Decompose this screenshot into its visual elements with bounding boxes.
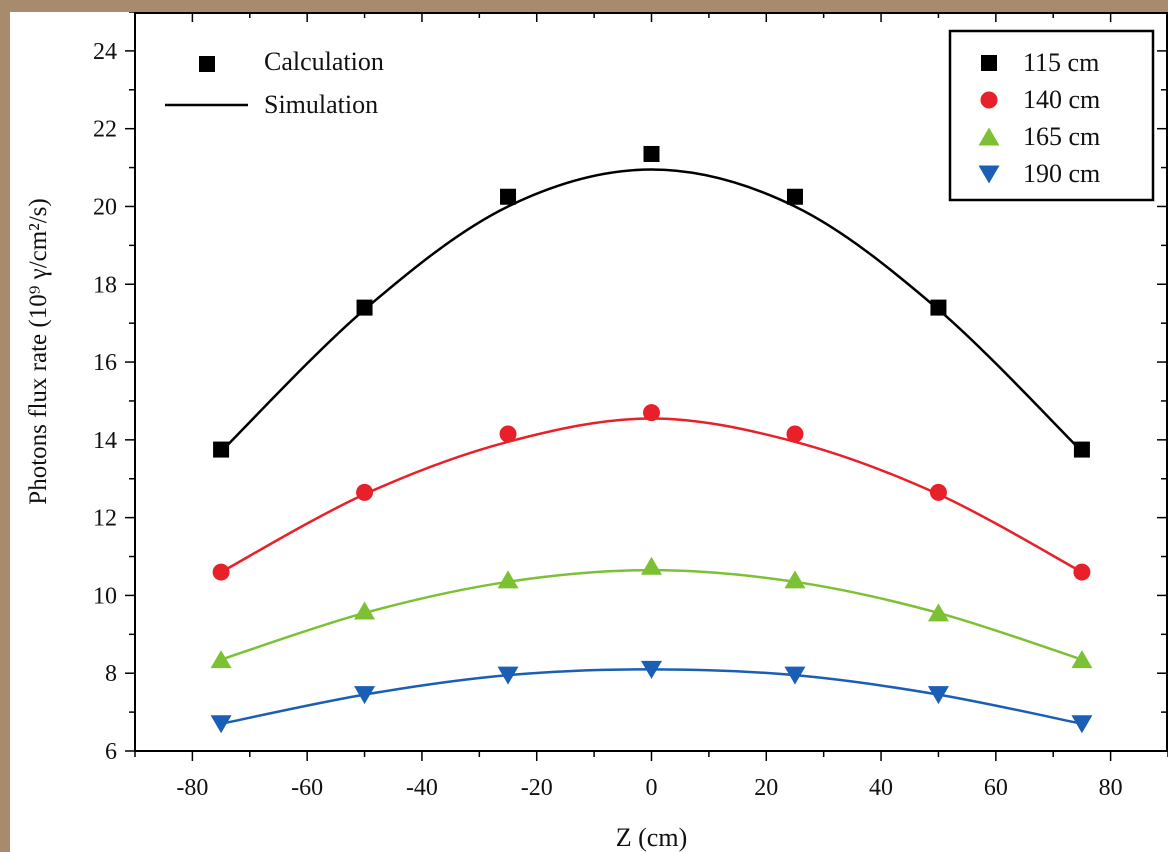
y-tick-label: 22 bbox=[93, 117, 117, 143]
legend-marker-190cm bbox=[978, 165, 1000, 184]
y-tick-label: 18 bbox=[93, 272, 117, 298]
legend-series-label: 190 cm bbox=[1023, 159, 1100, 188]
calculation-point bbox=[212, 563, 230, 581]
legend-calculation-label: Calculation bbox=[264, 47, 384, 76]
x-tick-label: 0 bbox=[646, 775, 658, 801]
chart-frame: -80 -60 -40 -20 0 20 40 60 80 6 8 10 12 14 16 18 20 22 24 Z… bbox=[10, 12, 1168, 852]
calculation-point bbox=[643, 145, 660, 162]
simulation-line-165cm bbox=[220, 568, 1083, 661]
calculation-point bbox=[784, 666, 806, 685]
y-tick-label: 12 bbox=[93, 506, 117, 532]
calculation-point bbox=[1073, 441, 1090, 458]
x-tick-label: -40 bbox=[406, 775, 438, 801]
calculation-point bbox=[210, 715, 232, 734]
flux-chart: -80 -60 -40 -20 0 20 40 60 80 6 8 10 12 14 16 18 20 22 24 Z… bbox=[25, 12, 1168, 852]
calculation-point bbox=[1073, 563, 1091, 581]
simulation-lines bbox=[220, 168, 1083, 725]
axis-labels: -80 -60 -40 -20 0 20 40 60 80 6 8 10 12 14 16 18 20 22 24 Z… bbox=[25, 39, 1123, 852]
y-tick-label: 20 bbox=[93, 194, 117, 220]
calculation-point bbox=[354, 601, 376, 620]
calculation-point bbox=[497, 666, 519, 685]
y-tick-label: 6 bbox=[105, 739, 117, 765]
calculation-point bbox=[641, 556, 662, 575]
x-tick-label: 60 bbox=[984, 775, 1008, 801]
calculation-point bbox=[356, 299, 373, 316]
simulation-line-140cm bbox=[220, 417, 1083, 574]
calculation-point bbox=[210, 650, 232, 669]
calculation-point bbox=[354, 686, 376, 705]
legend-marker-140cm bbox=[980, 91, 998, 109]
legend-simulation-label: Simulation bbox=[264, 90, 378, 119]
legend-marker-165cm bbox=[978, 127, 1000, 146]
legend-marker-115cm bbox=[981, 55, 997, 71]
calculation-point bbox=[356, 483, 374, 501]
calculation-point bbox=[1071, 715, 1093, 734]
x-axis-title: Z (cm) bbox=[616, 823, 687, 852]
legends: Calculation Simulation 115 cm 140 cm 165 cm 1… bbox=[165, 29, 1155, 202]
calculation-point bbox=[643, 404, 660, 422]
calculation-point bbox=[213, 441, 230, 458]
calculation-point bbox=[927, 686, 949, 705]
x-tick-label: -80 bbox=[176, 775, 208, 801]
calculation-point bbox=[784, 570, 806, 589]
x-tick-label: 80 bbox=[1099, 775, 1123, 801]
y-tick-label: 10 bbox=[93, 583, 117, 609]
calculation-point bbox=[500, 188, 517, 205]
y-tick-label: 14 bbox=[93, 428, 117, 454]
calculation-point bbox=[1071, 650, 1093, 669]
calculation-point bbox=[786, 425, 804, 443]
y-tick-label: 8 bbox=[105, 661, 117, 687]
calculation-point bbox=[929, 483, 947, 501]
calculation-point bbox=[930, 299, 947, 316]
calculation-point bbox=[927, 603, 949, 622]
axis-ticks bbox=[125, 12, 1168, 761]
y-tick-label: 16 bbox=[93, 350, 117, 376]
y-axis-title: Photons flux rate (10⁹ γ/cm²/s) bbox=[25, 198, 52, 504]
calculation-point bbox=[786, 188, 803, 205]
y-tick-label: 24 bbox=[93, 39, 117, 65]
calculation-point bbox=[497, 570, 519, 589]
x-tick-label: 20 bbox=[754, 775, 778, 801]
legend-calculation-marker bbox=[199, 56, 215, 72]
calculation-point bbox=[499, 425, 517, 443]
calculation-markers bbox=[210, 145, 1093, 734]
legend-series-label: 115 cm bbox=[1023, 48, 1099, 77]
legend-series-label: 140 cm bbox=[1023, 85, 1100, 114]
calculation-point bbox=[641, 660, 662, 679]
x-tick-label: 40 bbox=[869, 775, 893, 801]
legend-series-label: 165 cm bbox=[1023, 122, 1100, 151]
x-tick-label: -60 bbox=[291, 775, 323, 801]
x-tick-label: -20 bbox=[521, 775, 553, 801]
